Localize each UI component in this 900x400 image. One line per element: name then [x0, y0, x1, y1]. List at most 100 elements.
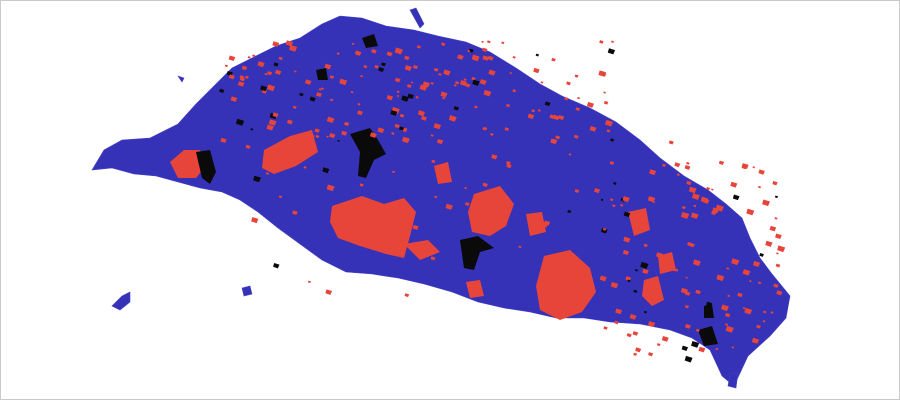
district-speckle: [272, 112, 279, 118]
district-speckle: [775, 233, 782, 240]
district-speckle: [275, 69, 282, 75]
district-speckle: [686, 180, 692, 186]
district-speckle: [634, 269, 638, 272]
district-speckle: [273, 263, 280, 269]
district-speckle: [406, 84, 412, 88]
district-speckle: [482, 127, 487, 131]
district-speckle: [744, 307, 753, 315]
district-speckle: [339, 78, 348, 86]
district-speckle: [777, 245, 786, 253]
district-speckle: [310, 134, 315, 139]
district-speckle: [506, 163, 512, 169]
district-speckle: [260, 85, 268, 92]
district-speckle: [681, 345, 689, 351]
district-speckle: [656, 252, 664, 259]
district-speckle: [268, 119, 277, 126]
district-speckle: [627, 279, 631, 283]
district-speckle: [504, 127, 510, 131]
district-speckle: [264, 72, 268, 76]
district-speckle: [399, 126, 405, 131]
district-speckle: [360, 75, 364, 78]
district-speckle: [731, 346, 735, 349]
district-speckle: [289, 45, 298, 52]
district-speckle: [391, 132, 395, 135]
district-speckle: [440, 91, 448, 98]
district-speckle: [434, 195, 438, 199]
district-speckle: [253, 175, 262, 183]
island-west: [111, 291, 131, 311]
district-speckle: [633, 289, 638, 294]
district-speckle: [706, 186, 711, 191]
district-speckle: [273, 62, 279, 67]
district-speckle: [266, 84, 276, 92]
district-speckle: [322, 167, 330, 174]
district-speckle: [629, 314, 637, 320]
district-speckle: [421, 115, 427, 121]
district-speckle: [482, 55, 489, 61]
district-speckle: [599, 40, 604, 44]
district-speckle: [731, 258, 740, 266]
district-speckle: [642, 268, 649, 275]
district-speckle: [412, 224, 419, 230]
district-speckle: [533, 67, 540, 74]
district-speckle: [329, 75, 335, 79]
district-speckle: [407, 93, 414, 99]
district-speckle: [680, 211, 690, 219]
district-speckle: [737, 292, 743, 298]
district-speckle: [611, 40, 615, 43]
district-speckle: [691, 340, 700, 348]
district-speckle: [535, 53, 540, 57]
district-speckle: [718, 160, 725, 166]
district-speckle: [598, 70, 607, 77]
district-speckle: [686, 161, 690, 165]
district-speckle: [725, 325, 734, 333]
district-speckle: [715, 204, 724, 212]
district-speckle: [741, 163, 749, 170]
district-speckle: [567, 209, 572, 214]
district-speckle: [643, 243, 648, 248]
district-speckle: [241, 65, 248, 71]
district-speckle: [467, 49, 471, 53]
district-speckle: [692, 259, 701, 266]
district-speckle: [763, 310, 767, 314]
district-speckle: [397, 202, 403, 208]
district-speckle: [294, 70, 297, 73]
district-speckle: [413, 65, 418, 70]
district-black-3: [196, 150, 216, 184]
district-speckle: [491, 154, 498, 160]
district-speckle: [606, 129, 611, 133]
district-speckle: [716, 274, 725, 282]
district-speckle: [325, 289, 333, 295]
district-red-west: [262, 130, 318, 174]
district-speckle: [396, 90, 400, 94]
district-speckle: [647, 321, 656, 328]
district-speckle: [568, 153, 572, 156]
district-speckle: [680, 287, 688, 294]
district-speckle: [605, 119, 614, 127]
district-speckle: [269, 149, 275, 154]
district-speckle: [465, 202, 470, 206]
district-speckle: [626, 333, 632, 338]
district-speckle: [430, 134, 434, 137]
district-speckle: [564, 96, 569, 101]
district-speckle: [752, 261, 761, 268]
district-speckle: [359, 183, 364, 187]
district-speckle: [742, 307, 746, 310]
district-red-small-d: [466, 280, 484, 298]
district-speckle: [695, 328, 700, 332]
district-speckle: [706, 301, 713, 307]
district-speckle: [610, 281, 619, 289]
district-speckle: [471, 77, 476, 81]
district-speckle: [272, 41, 280, 48]
district-speckle: [390, 110, 398, 116]
district-speckle: [620, 204, 624, 207]
district-speckle: [381, 62, 386, 67]
district-speckle: [228, 74, 235, 80]
district-speckle: [369, 132, 377, 139]
district-speckle: [769, 225, 777, 232]
district-speckle: [635, 347, 642, 353]
district-speckle: [351, 42, 355, 46]
district-speckle: [433, 123, 442, 130]
district-speckle: [224, 64, 228, 68]
district-speckle: [471, 54, 480, 62]
